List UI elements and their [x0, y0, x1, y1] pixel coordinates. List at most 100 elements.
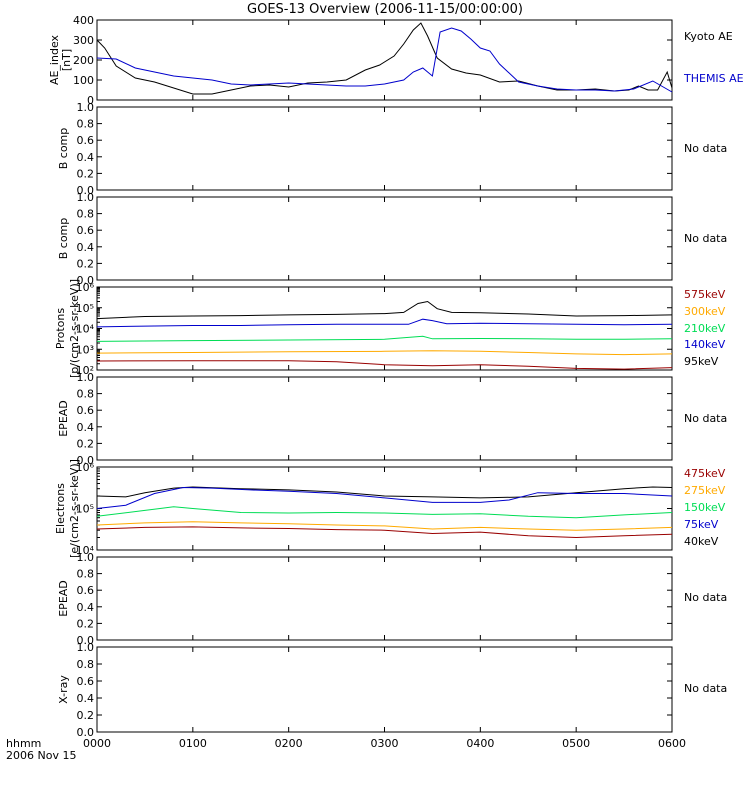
panel-frame: [96, 286, 673, 371]
y-tick-label: 10⁵: [76, 302, 94, 315]
y-tick-label: 10⁴: [76, 323, 95, 336]
y-tick-label: 0.2: [77, 437, 95, 450]
series-line-475kev: [96, 526, 673, 539]
x-tick-label: 0500: [562, 737, 590, 750]
y-tick-label: 0.6: [77, 675, 95, 688]
x-tick-label: 0600: [658, 737, 686, 750]
time-axis-label-hhmm: hhmm: [6, 737, 41, 750]
y-tick-label: 1.0: [77, 191, 95, 204]
x-tick-label: 0300: [371, 737, 399, 750]
y-tick-label: 10⁴: [76, 544, 95, 557]
series-line-kyoto-ae: [96, 22, 673, 95]
x-tick-label: 0000: [83, 737, 111, 750]
y-tick-label: 10⁵: [76, 503, 94, 516]
panel-frame: [96, 196, 673, 281]
y-axis-label: [p/(cm2-s-sr-keV)]: [68, 279, 81, 378]
y-axis-label: [nT]: [60, 49, 73, 71]
y-axis-label: Protons: [54, 308, 67, 349]
y-axis-label: B comp: [57, 218, 70, 260]
y-tick-label: 0.4: [77, 241, 95, 254]
y-tick-label: 0.8: [77, 118, 95, 131]
panel-4: 10² 10³ 10⁴ 10⁵ 10⁶ Protons [p/(cm2-s-sr-keV)]…: [54, 279, 726, 378]
plot-title: GOES-13 Overview (2006-11-15/00:00:00): [247, 2, 523, 17]
y-tick-label: 0.6: [77, 224, 95, 237]
legend-entry: 210keV: [684, 322, 726, 335]
no-data-label: No data: [684, 232, 727, 245]
panel-2: 0.0 0.2 0.4 0.6 0.8 1.0 B comp No data: [57, 101, 727, 197]
y-tick-label: 0.2: [77, 709, 95, 722]
y-axis-label: EPEAD: [57, 580, 70, 617]
y-axis-label: [e/(cm2-s-sr-keV)]: [68, 459, 81, 558]
no-data-label: No data: [684, 591, 727, 604]
y-tick-label: 0.4: [77, 692, 95, 705]
series-line-150kev: [96, 506, 673, 519]
legend-entry: 75keV: [684, 518, 719, 531]
y-axis-label: Electrons: [54, 483, 67, 534]
y-tick-label: 0.2: [77, 167, 95, 180]
legend-entry: 150keV: [684, 501, 726, 514]
y-tick-label: 0.6: [77, 584, 95, 597]
panel-frame: [96, 646, 673, 733]
series-line-95kev: [96, 300, 673, 320]
panel-frame: [96, 556, 673, 641]
y-tick-label: 300: [73, 34, 94, 47]
panel-8: 0.0 0.2 0.4 0.6 0.8 1.0 X-ray No data: [57, 641, 727, 739]
y-tick-label: 0.0: [77, 454, 95, 467]
y-tick-label: 1.0: [77, 641, 95, 654]
y-tick-label: 10²: [76, 364, 94, 377]
y-tick-label: 10³: [76, 343, 94, 356]
y-tick-label: 0.6: [77, 134, 95, 147]
y-tick-label: 0.2: [77, 257, 95, 270]
y-axis-label: B comp: [57, 128, 70, 170]
series-line-40kev: [96, 486, 673, 499]
y-tick-label: 200: [73, 54, 94, 67]
y-tick-label: 0.8: [77, 658, 95, 671]
panel-5: 0.0 0.2 0.4 0.6 0.8 1.0 EPEAD No data: [57, 371, 727, 467]
x-tick-label: 0200: [275, 737, 303, 750]
y-tick-label: 0.4: [77, 601, 95, 614]
legend-entry: 300keV: [684, 305, 726, 318]
series-line-themis-ae: [96, 27, 673, 93]
legend-entry: Kyoto AE: [684, 30, 733, 43]
no-data-label: No data: [684, 142, 727, 155]
y-tick-label: 0.4: [77, 421, 95, 434]
series-line-575kev: [96, 360, 673, 370]
series-line-140kev: [96, 318, 673, 328]
panel-1: 0 100 200 300 400 AE_index [nT] Kyoto AE THEMIS …: [48, 14, 744, 107]
series-line-275kev: [96, 521, 673, 531]
y-tick-label: 0.8: [77, 208, 95, 221]
panel-6: 10⁴ 10⁵ 10⁶ Electrons [e/(cm2-s-sr-keV)] 40ke…: [54, 459, 726, 558]
time-axis-label-date: 2006 Nov 15: [6, 749, 76, 762]
y-tick-label: 1.0: [77, 101, 95, 114]
y-tick-label: 1.0: [77, 371, 95, 384]
panel-frame: [96, 106, 673, 191]
legend-entry: 140keV: [684, 338, 726, 351]
y-tick-label: 0.0: [77, 634, 95, 647]
panel-frame: [96, 19, 673, 101]
panel-3: 0.0 0.2 0.4 0.6 0.8 1.0 B comp No data: [57, 191, 727, 287]
panel-frame: [96, 376, 673, 461]
y-tick-label: 100: [73, 74, 94, 87]
x-tick-label: 0400: [466, 737, 494, 750]
y-tick-label: 1.0: [77, 551, 95, 564]
y-tick-label: 0.8: [77, 568, 95, 581]
y-tick-label: 0: [87, 94, 94, 107]
legend-entry: 95keV: [684, 355, 719, 368]
legend-entry: 475keV: [684, 467, 726, 480]
y-tick-label: 0.6: [77, 404, 95, 417]
panel-7: 0.0 0.2 0.4 0.6 0.8 1.0 EPEAD No data: [57, 551, 727, 647]
y-axis-label: EPEAD: [57, 400, 70, 437]
y-tick-label: 0.2: [77, 617, 95, 630]
no-data-label: No data: [684, 412, 727, 425]
y-tick-label: 10⁶: [76, 281, 95, 294]
series-line-300kev: [96, 350, 673, 356]
y-tick-label: 0.4: [77, 151, 95, 164]
y-tick-label: 0.0: [77, 726, 95, 739]
legend-entry: THEMIS AE: [683, 72, 744, 85]
y-axis-label: X-ray: [57, 675, 70, 704]
y-tick-label: 0.0: [77, 274, 95, 287]
y-tick-label: 400: [73, 14, 94, 27]
y-tick-label: 0.8: [77, 388, 95, 401]
